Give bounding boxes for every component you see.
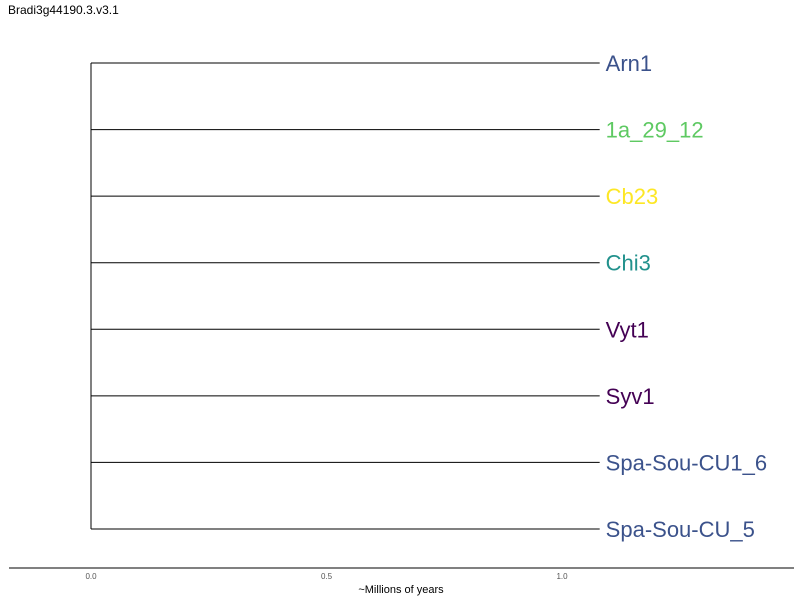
x-axis: 0.0 0.5 1.0 ~Millions of years — [9, 567, 794, 596]
tree-branches — [90, 62, 600, 530]
leaf-label: Cb23 — [606, 184, 659, 209]
leaf-label: Syv1 — [606, 384, 655, 409]
x-axis-title: ~Millions of years — [358, 584, 444, 596]
leaf-label: Chi3 — [606, 251, 651, 276]
leaf-label: 1a_29_12 — [606, 118, 704, 143]
x-tick-label: 0.5 — [321, 572, 333, 581]
leaf-label: Spa-Sou-CU_5 — [606, 517, 755, 542]
chart-title: Bradi3g44190.3.v3.1 — [8, 3, 119, 17]
x-tick-label: 1.0 — [556, 572, 568, 581]
leaf-label: Vyt1 — [606, 317, 649, 342]
leaf-labels: Arn1 1a_29_12 Cb23 Chi3 Vyt1 Syv1 Spa-Sou-CU1_… — [606, 51, 767, 542]
leaf-label: Arn1 — [606, 51, 652, 76]
x-tick-label: 0.0 — [85, 572, 97, 581]
leaf-label: Spa-Sou-CU1_6 — [606, 450, 767, 475]
